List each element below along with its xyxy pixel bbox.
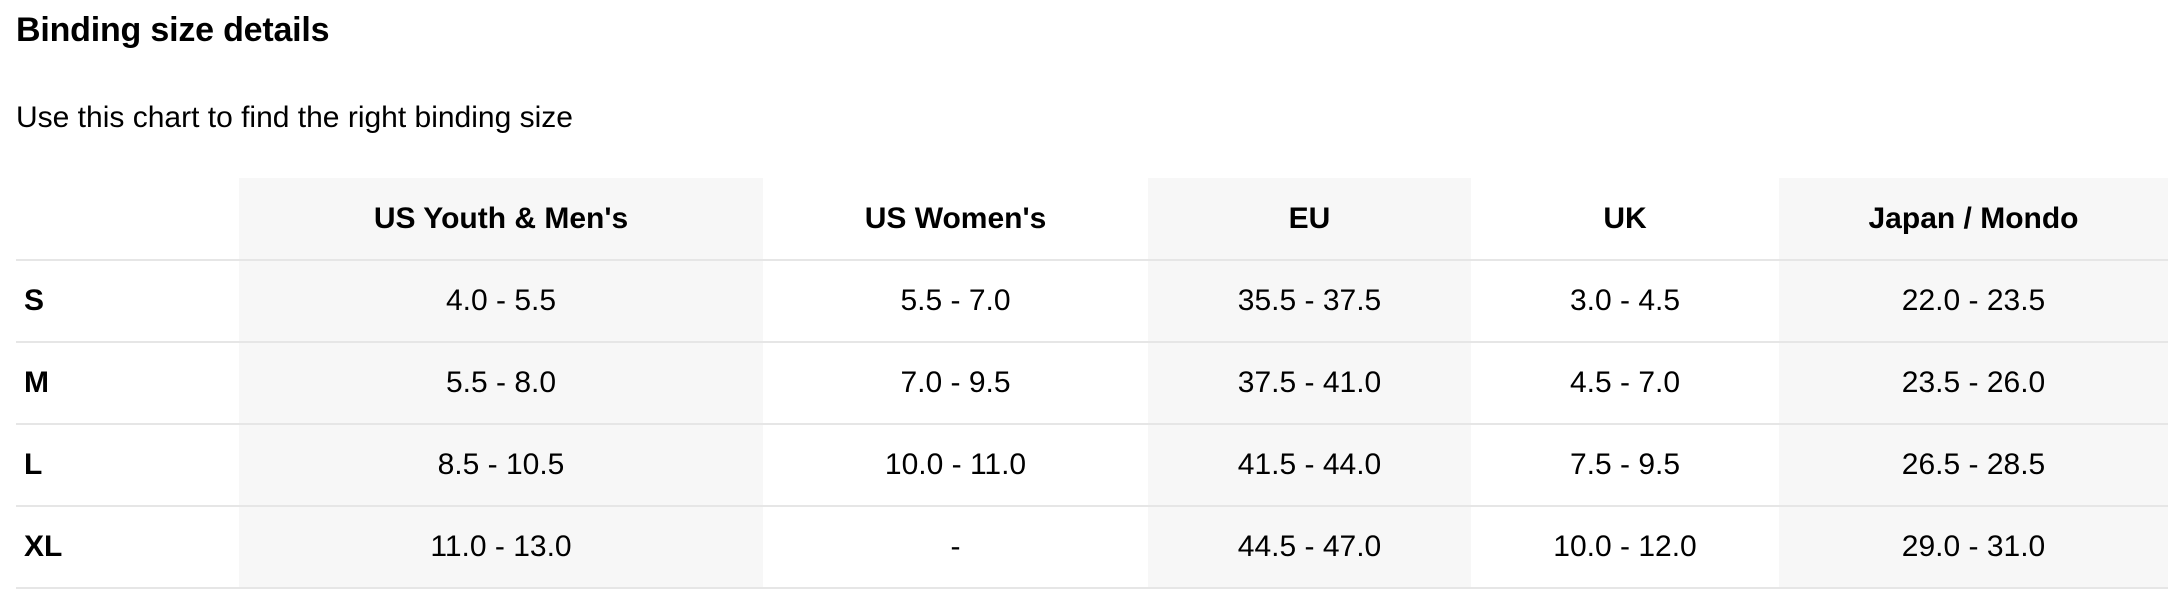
table-cell: 5.5 - 7.0 bbox=[763, 260, 1148, 343]
table-row: S 4.0 - 5.5 5.5 - 7.0 35.5 - 37.5 3.0 - … bbox=[16, 260, 2168, 343]
table-cell: 10.0 - 12.0 bbox=[1471, 506, 1779, 589]
column-header-uk: UK bbox=[1471, 178, 1779, 261]
row-header-size: L bbox=[16, 424, 239, 507]
table-cell: 4.5 - 7.0 bbox=[1471, 342, 1779, 425]
table-cell: 7.0 - 9.5 bbox=[763, 342, 1148, 425]
column-header-us-womens: US Women's bbox=[763, 178, 1148, 261]
table-cell: 11.0 - 13.0 bbox=[239, 506, 763, 589]
table-cell: 4.0 - 5.5 bbox=[239, 260, 763, 343]
table-cell: 35.5 - 37.5 bbox=[1148, 260, 1471, 343]
column-header-eu: EU bbox=[1148, 178, 1471, 261]
table-cell: 22.0 - 23.5 bbox=[1779, 260, 2168, 343]
column-header-size bbox=[16, 178, 239, 261]
row-header-size: XL bbox=[16, 506, 239, 589]
table-row: L 8.5 - 10.5 10.0 - 11.0 41.5 - 44.0 7.5… bbox=[16, 424, 2168, 507]
column-header-us-youth-mens: US Youth & Men's bbox=[239, 178, 763, 261]
table-cell: 26.5 - 28.5 bbox=[1779, 424, 2168, 507]
table-cell: 10.0 - 11.0 bbox=[763, 424, 1148, 507]
page-title: Binding size details bbox=[16, 11, 330, 49]
table-header-row: US Youth & Men's US Women's EU UK Japan … bbox=[16, 178, 2168, 261]
table-cell: 44.5 - 47.0 bbox=[1148, 506, 1471, 589]
table-cell: 5.5 - 8.0 bbox=[239, 342, 763, 425]
table-cell: 3.0 - 4.5 bbox=[1471, 260, 1779, 343]
table-cell: - bbox=[763, 506, 1148, 589]
table-cell: 8.5 - 10.5 bbox=[239, 424, 763, 507]
table-cell: 37.5 - 41.0 bbox=[1148, 342, 1471, 425]
table-row: M 5.5 - 8.0 7.0 - 9.5 37.5 - 41.0 4.5 - … bbox=[16, 342, 2168, 425]
table-row: XL 11.0 - 13.0 - 44.5 - 47.0 10.0 - 12.0… bbox=[16, 506, 2168, 589]
binding-size-table: US Youth & Men's US Women's EU UK Japan … bbox=[16, 178, 2168, 589]
table-cell: 7.5 - 9.5 bbox=[1471, 424, 1779, 507]
column-header-japan-mondo: Japan / Mondo bbox=[1779, 178, 2168, 261]
table-cell: 23.5 - 26.0 bbox=[1779, 342, 2168, 425]
row-header-size: S bbox=[16, 260, 239, 343]
table-cell: 29.0 - 31.0 bbox=[1779, 506, 2168, 589]
table-cell: 41.5 - 44.0 bbox=[1148, 424, 1471, 507]
row-header-size: M bbox=[16, 342, 239, 425]
page-subtitle: Use this chart to find the right binding… bbox=[16, 101, 573, 134]
